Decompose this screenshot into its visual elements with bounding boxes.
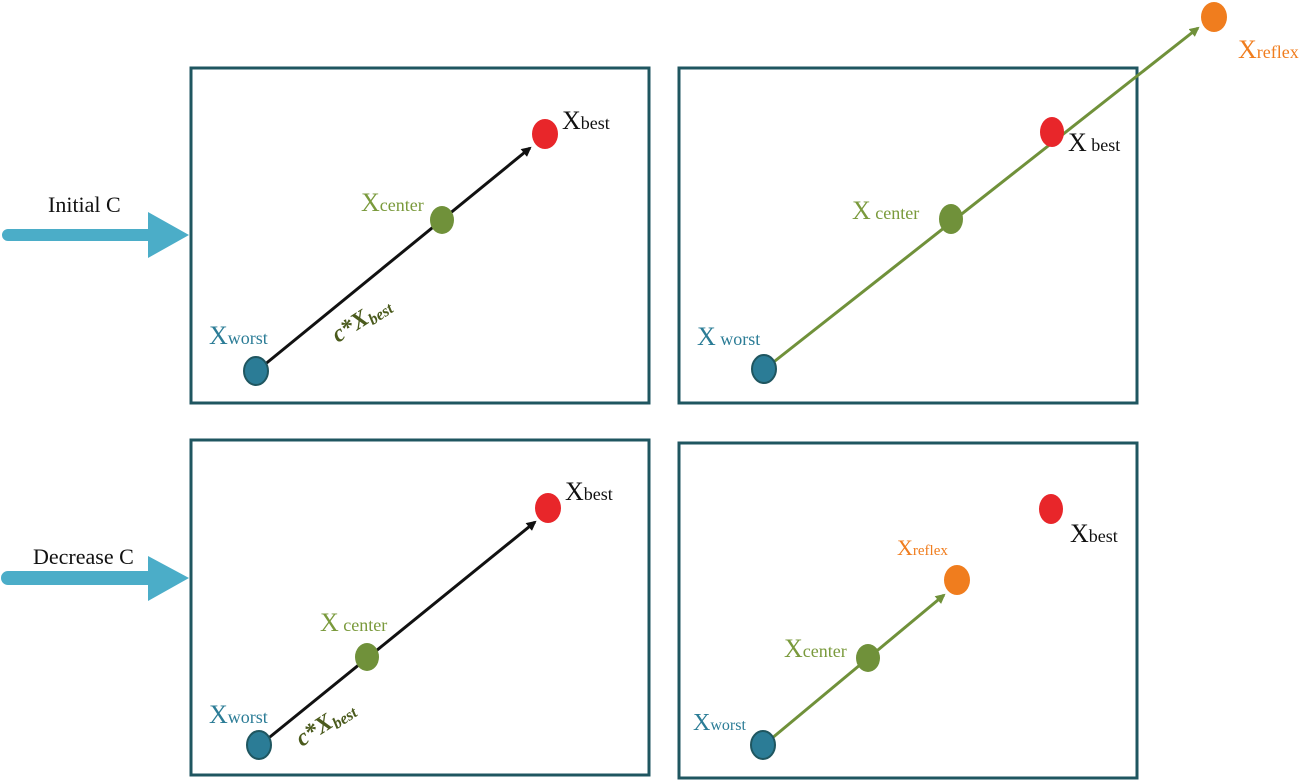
worst-point [750,730,776,760]
reflection-arrow [764,593,946,746]
center-label: Xcenter [784,634,847,663]
panel-top-left: Xbest Xcenter Xworst c*Xbest [209,106,610,386]
worst-label: Xworst [209,700,268,729]
center-label: X center [320,608,387,637]
reflex-point [944,565,970,595]
center-point [355,643,379,671]
side-arrow-decrease [1,556,189,601]
panel-bottom-left: Xbest X center Xworst c*Xbest [209,477,613,760]
worst-label: Xworst [209,321,268,350]
reflex-point [1201,2,1227,32]
best-point [1039,494,1063,524]
center-point [430,206,454,234]
step-label: c*Xbest [291,695,361,754]
reflex-label: Xreflex [1238,35,1299,64]
center-point [856,644,880,672]
center-point [939,204,963,234]
reflex-label: Xreflex [897,535,948,560]
worst-label: Xworst [693,710,746,736]
step-label: c*Xbest [327,291,397,350]
panel-top-right-frame [677,66,1139,405]
best-point [532,119,558,149]
center-label: X center [852,196,919,225]
best-label: Xbest [1070,519,1118,548]
side-arrow-initial [2,212,189,258]
best-label: X best [1068,128,1120,157]
center-label: Xcenter [361,188,424,217]
panel-bottom-right-frame [677,441,1139,780]
worst-point [751,354,777,384]
panel-bottom-right: Xbest Xreflex Xcenter Xworst [693,494,1118,760]
worst-point [243,356,269,386]
side-label-initial: Initial C [48,192,121,217]
best-point [535,493,561,523]
worst-label: X worst [697,322,760,351]
best-point [1040,117,1064,147]
panel-bottom-left-frame [189,438,651,777]
panel-top-left-frame [189,66,651,405]
reflection-arrow [765,26,1200,370]
step-arrow [259,520,537,747]
side-label-decrease: Decrease C [33,544,134,569]
worst-point [246,730,272,760]
best-label: Xbest [565,477,613,506]
best-label: Xbest [562,106,610,135]
step-arrow [257,146,532,372]
panel-top-right: Xreflex X best X center X worst [697,2,1299,384]
